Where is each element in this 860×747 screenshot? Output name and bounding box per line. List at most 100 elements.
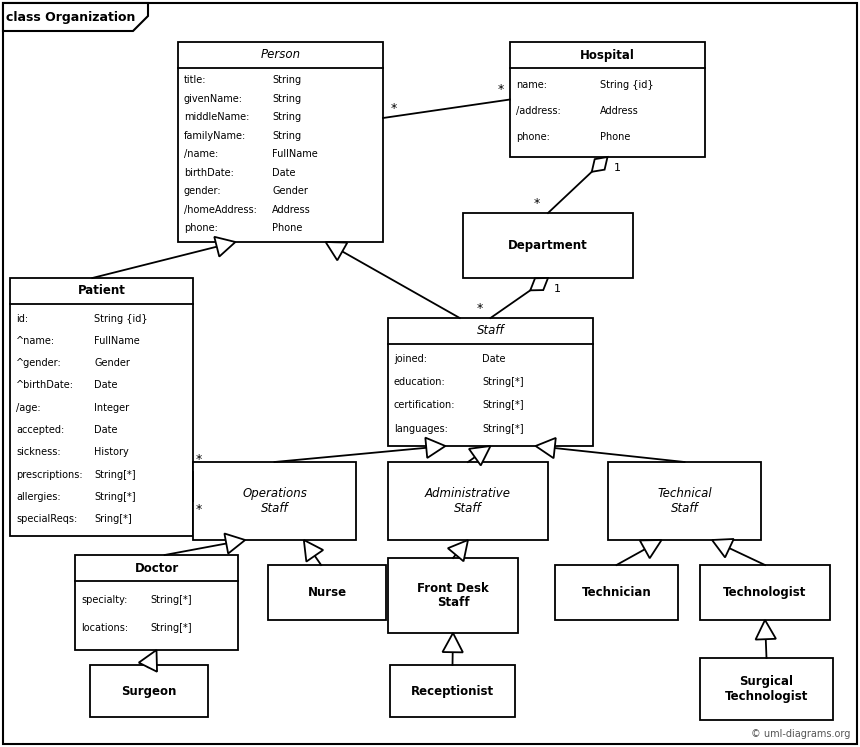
Bar bbox=[700, 565, 830, 620]
Polygon shape bbox=[304, 540, 323, 562]
Text: Technical
Staff: Technical Staff bbox=[657, 487, 712, 515]
Bar bbox=[193, 462, 356, 540]
Text: History: History bbox=[95, 447, 129, 457]
Text: Operations
Staff: Operations Staff bbox=[242, 487, 307, 515]
Bar bbox=[700, 658, 833, 720]
Text: Nurse: Nurse bbox=[307, 586, 347, 599]
Bar bbox=[75, 555, 238, 650]
Text: languages:: languages: bbox=[394, 424, 448, 433]
Text: Integer: Integer bbox=[95, 403, 129, 413]
Text: ^gender:: ^gender: bbox=[16, 358, 62, 368]
Polygon shape bbox=[426, 438, 445, 458]
Polygon shape bbox=[592, 157, 607, 172]
Text: 1: 1 bbox=[613, 163, 621, 173]
Text: middleName:: middleName: bbox=[184, 112, 249, 122]
Bar bbox=[10, 278, 193, 536]
Text: Staff: Staff bbox=[476, 324, 504, 338]
Text: name:: name: bbox=[516, 80, 547, 90]
Bar bbox=[268, 565, 386, 620]
Bar bbox=[510, 42, 705, 157]
Text: ^name:: ^name: bbox=[16, 336, 55, 346]
Text: Gender: Gender bbox=[273, 186, 308, 196]
Text: title:: title: bbox=[184, 75, 206, 85]
Text: locations:: locations: bbox=[81, 624, 128, 633]
Text: String[*]: String[*] bbox=[95, 492, 136, 502]
Text: *: * bbox=[196, 453, 202, 466]
Text: Administrative
Staff: Administrative Staff bbox=[425, 487, 511, 515]
Text: Date: Date bbox=[95, 380, 118, 391]
Polygon shape bbox=[448, 540, 468, 561]
Bar bbox=[608, 462, 761, 540]
Polygon shape bbox=[214, 237, 236, 256]
Text: id:: id: bbox=[16, 314, 28, 323]
Text: Address: Address bbox=[273, 205, 311, 214]
Text: Sring[*]: Sring[*] bbox=[95, 514, 132, 524]
Bar bbox=[90, 665, 208, 717]
Text: Hospital: Hospital bbox=[580, 49, 635, 61]
Text: /age:: /age: bbox=[16, 403, 40, 413]
Text: String[*]: String[*] bbox=[482, 377, 524, 387]
Text: Surgeon: Surgeon bbox=[121, 684, 176, 698]
Text: *: * bbox=[196, 503, 202, 516]
Text: joined:: joined: bbox=[394, 354, 427, 364]
Polygon shape bbox=[640, 540, 661, 558]
Text: givenName:: givenName: bbox=[184, 93, 243, 104]
Text: birthDate:: birthDate: bbox=[184, 167, 234, 178]
Text: String[*]: String[*] bbox=[150, 624, 192, 633]
Polygon shape bbox=[443, 633, 463, 652]
Text: phone:: phone: bbox=[516, 132, 550, 143]
Polygon shape bbox=[326, 242, 347, 261]
Text: allergies:: allergies: bbox=[16, 492, 60, 502]
Bar bbox=[178, 42, 383, 242]
Text: phone:: phone: bbox=[184, 223, 218, 233]
Text: String[*]: String[*] bbox=[150, 595, 192, 604]
Text: ^birthDate:: ^birthDate: bbox=[16, 380, 74, 391]
Bar bbox=[388, 462, 548, 540]
Text: Phone: Phone bbox=[273, 223, 303, 233]
Text: Surgical
Technologist: Surgical Technologist bbox=[725, 675, 808, 703]
Text: education:: education: bbox=[394, 377, 445, 387]
Text: FullName: FullName bbox=[95, 336, 140, 346]
Polygon shape bbox=[712, 539, 734, 557]
Text: String: String bbox=[273, 93, 301, 104]
Text: String[*]: String[*] bbox=[482, 400, 524, 410]
Text: Front Desk
Staff: Front Desk Staff bbox=[417, 581, 488, 610]
Text: String[*]: String[*] bbox=[482, 424, 524, 433]
Text: class Organization: class Organization bbox=[6, 10, 135, 23]
Text: accepted:: accepted: bbox=[16, 425, 64, 435]
Text: Receptionist: Receptionist bbox=[411, 684, 494, 698]
Text: String {id}: String {id} bbox=[599, 80, 654, 90]
Text: /name:: /name: bbox=[184, 149, 218, 159]
Text: specialty:: specialty: bbox=[81, 595, 127, 604]
Polygon shape bbox=[224, 533, 245, 554]
Text: sickness:: sickness: bbox=[16, 447, 60, 457]
Text: Technician: Technician bbox=[581, 586, 651, 599]
Text: Person: Person bbox=[261, 49, 300, 61]
Text: Doctor: Doctor bbox=[134, 562, 179, 574]
Text: Date: Date bbox=[482, 354, 506, 364]
Text: specialReqs:: specialReqs: bbox=[16, 514, 77, 524]
Text: Phone: Phone bbox=[599, 132, 630, 143]
Text: *: * bbox=[534, 197, 540, 210]
Text: String[*]: String[*] bbox=[95, 470, 136, 480]
Text: *: * bbox=[476, 302, 482, 315]
Polygon shape bbox=[756, 620, 776, 639]
Text: © uml-diagrams.org: © uml-diagrams.org bbox=[751, 729, 850, 739]
Text: Date: Date bbox=[273, 167, 296, 178]
Text: Technologist: Technologist bbox=[723, 586, 807, 599]
Polygon shape bbox=[138, 650, 157, 672]
Text: String: String bbox=[273, 75, 301, 85]
Text: Patient: Patient bbox=[77, 285, 126, 297]
Text: String: String bbox=[273, 112, 301, 122]
Polygon shape bbox=[536, 438, 556, 458]
Text: *: * bbox=[391, 102, 397, 115]
Bar bbox=[463, 213, 633, 278]
Text: FullName: FullName bbox=[273, 149, 318, 159]
Bar bbox=[390, 665, 515, 717]
Text: familyName:: familyName: bbox=[184, 131, 246, 140]
Text: /address:: /address: bbox=[516, 106, 561, 117]
Text: Date: Date bbox=[95, 425, 118, 435]
Text: Department: Department bbox=[508, 239, 588, 252]
Text: Gender: Gender bbox=[95, 358, 130, 368]
Polygon shape bbox=[531, 278, 548, 291]
